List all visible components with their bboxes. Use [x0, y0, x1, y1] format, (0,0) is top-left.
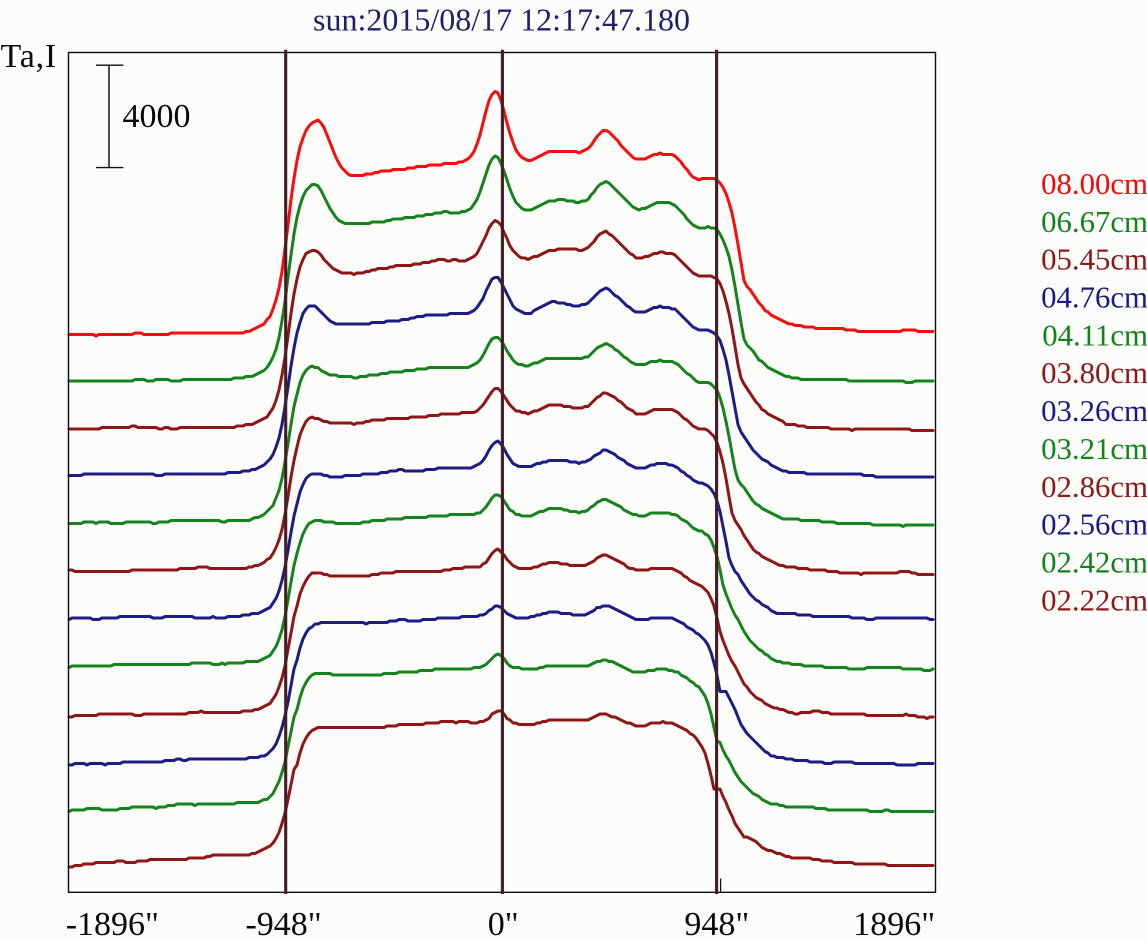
svg-text:03.26cm: 03.26cm [1041, 394, 1147, 428]
svg-text:03.80cm: 03.80cm [1041, 356, 1147, 390]
svg-text:05.45cm: 05.45cm [1041, 243, 1147, 277]
svg-text:02.42cm: 02.42cm [1041, 546, 1147, 580]
svg-text:02.22cm: 02.22cm [1041, 583, 1147, 617]
svg-text:03.21cm: 03.21cm [1041, 432, 1147, 466]
svg-text:08.00cm: 08.00cm [1041, 167, 1147, 201]
svg-text:-948": -948" [245, 906, 321, 941]
svg-text:02.56cm: 02.56cm [1041, 508, 1147, 542]
svg-text:04.11cm: 04.11cm [1042, 318, 1147, 352]
svg-text:0": 0" [488, 906, 519, 941]
svg-text:Ta,I: Ta,I [1, 38, 58, 75]
svg-text:06.67cm: 06.67cm [1041, 205, 1147, 239]
svg-text:4000: 4000 [123, 98, 191, 135]
svg-text:02.86cm: 02.86cm [1041, 470, 1147, 504]
svg-text:-1896": -1896" [66, 906, 159, 941]
svg-text:1896": 1896" [853, 906, 935, 941]
svg-text:04.76cm: 04.76cm [1041, 281, 1147, 315]
svg-text:948": 948" [684, 906, 749, 941]
svg-text:sun:2015/08/17 12:17:47.180: sun:2015/08/17 12:17:47.180 [313, 1, 690, 37]
